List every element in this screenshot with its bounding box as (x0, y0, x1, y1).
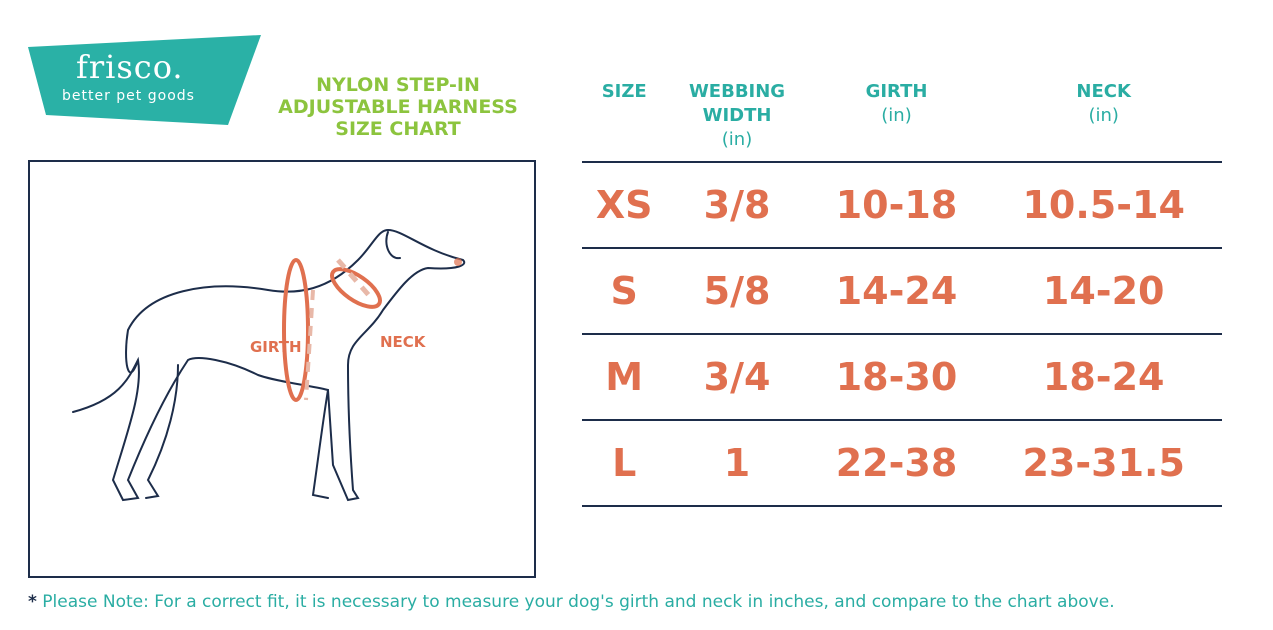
header-label: WEBBING (688, 81, 786, 102)
header-label: SIZE (601, 81, 647, 102)
brand-name: frisco. (76, 48, 184, 86)
table-cell: 10.5-14 (985, 161, 1222, 248)
table-cell: XS (582, 161, 667, 248)
header-label: NECK (1076, 81, 1131, 102)
asterisk: * (28, 592, 37, 612)
column-header: SIZE (582, 78, 666, 162)
header-unit: (in) (1088, 105, 1119, 126)
table-cell: 5/8 (666, 247, 808, 334)
table-cell: M (582, 333, 667, 420)
column-header: GIRTH (in) (808, 78, 986, 162)
table-row: L 1 22-38 23-31.5 (582, 419, 1222, 507)
column-header: WEBBING WIDTH (in) (666, 78, 807, 162)
header-unit: (in) (881, 105, 912, 126)
dog-illustration (72, 228, 466, 502)
table-cell: 18-30 (807, 333, 986, 420)
header-label: WIDTH (702, 105, 772, 126)
table-cell: 14-24 (807, 247, 986, 334)
title-line: SIZE CHART (335, 118, 461, 140)
table-row: M 3/4 18-30 18-24 (582, 333, 1222, 420)
frisco-logo (28, 35, 261, 125)
table-cell: S (582, 247, 667, 334)
table-cell: 1 (666, 419, 808, 507)
fit-note: * Please Note: For a correct fit, it is … (28, 592, 1115, 612)
table-cell: 10-18 (807, 161, 986, 248)
table-cell: 23-31.5 (985, 419, 1222, 507)
brand-tagline: better pet goods (62, 88, 195, 104)
table-row: S 5/8 14-24 14-20 (582, 247, 1222, 334)
column-header: NECK (in) (985, 78, 1222, 162)
table-cell: 14-20 (985, 247, 1222, 334)
table-cell: 22-38 (807, 419, 986, 507)
neck-label: NECK (380, 333, 426, 351)
page-title: NYLON STEP-IN ADJUSTABLE HARNESS SIZE CH… (262, 74, 534, 140)
table-cell: 3/8 (666, 161, 808, 248)
title-line: ADJUSTABLE HARNESS (278, 96, 518, 118)
table-cell: 3/4 (666, 333, 808, 420)
header-label: GIRTH (865, 81, 928, 102)
girth-label: GIRTH (250, 338, 302, 356)
table-row: XS 3/8 10-18 10.5-14 (582, 161, 1222, 248)
header-unit: (in) (721, 129, 753, 150)
table-cell: L (582, 419, 667, 507)
table-cell: 18-24 (985, 333, 1222, 420)
size-table: SIZE WEBBING WIDTH (in) GIRTH (in) NECK (in) XS… (582, 78, 1222, 507)
title-line: NYLON STEP-IN (316, 74, 480, 96)
note-text: Please Note: For a correct fit, it is ne… (42, 592, 1115, 612)
diagram-frame (28, 160, 536, 578)
